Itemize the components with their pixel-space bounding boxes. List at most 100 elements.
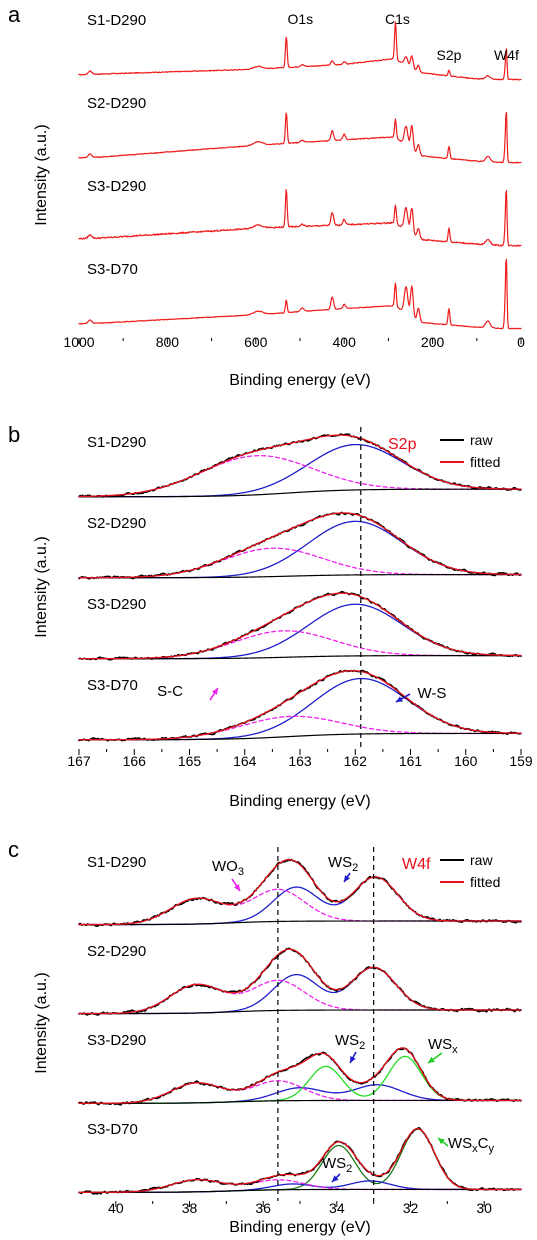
panel-a-peak-label: W4f — [494, 47, 519, 63]
panel-c-sample-label: S1-D290 — [87, 854, 146, 871]
panel-c-annotation-wsxcy-main2: C — [478, 1135, 489, 1152]
panel-c-label: c — [8, 837, 19, 862]
panel-c-arrow-ws2-bottom-head — [332, 1175, 339, 1182]
panel-c-annotation-wsxcy: WSxCy — [448, 1135, 495, 1155]
panel-c-annotation-ws2-top-subscript: 2 — [352, 862, 358, 874]
panel-b-xtick-label: 159 — [509, 753, 533, 769]
panel-a-xtick-label: 600 — [244, 334, 268, 350]
panel-a-label: a — [8, 2, 21, 27]
panel-c-xtick-label: 30 — [476, 1200, 492, 1216]
panel-c-sample-label: S3-D70 — [87, 1121, 138, 1138]
panel-c-arrow-wsx-head — [428, 1056, 435, 1063]
panel-b-arrow-w-s-head — [396, 696, 403, 702]
panel-a-survey-line-s3-d290 — [78, 189, 522, 247]
panel-c-xlabel: Binding energy (eV) — [229, 1219, 370, 1236]
panel-b-xtick-label: 166 — [123, 753, 147, 769]
panel-c-raw-line — [78, 1047, 522, 1106]
panel-b-annotation-s-c: S-C — [157, 683, 183, 700]
panel-b-xtick-label: 165 — [178, 753, 202, 769]
panel-c-annotation-wsx-main: WS — [428, 1036, 452, 1053]
panel-a-sample-label: S1-D290 — [87, 12, 146, 29]
panel-c-fitted-line — [78, 1127, 522, 1193]
panel-c-component-ws2 — [78, 966, 522, 1015]
panel-c-arrow-ws2-mid-head — [350, 1056, 356, 1063]
panel-b-sample-label: S3-D70 — [87, 677, 138, 694]
panel-b-sample-label: S2-D290 — [87, 515, 146, 532]
panel-c-annotation-wo3: WO3 — [212, 858, 244, 878]
panel-c-arrow-wsxcy-head — [438, 1138, 445, 1145]
panel-b-xtick-label: 167 — [67, 753, 91, 769]
panel-a-xtick-label: 1000 — [63, 334, 94, 350]
panel-b-xtick-label: 164 — [233, 753, 257, 769]
panel-a-sample-label: S3-D290 — [87, 178, 146, 195]
panel-b-xtick-label: 163 — [288, 753, 312, 769]
panel-a-xtick-label: 800 — [156, 334, 180, 350]
panel-b-fitted-line — [78, 434, 522, 498]
panel-c-component-wo3 — [78, 888, 522, 926]
panel-b-component-s-c — [78, 547, 522, 579]
panel-c-component-ws2 — [78, 876, 522, 926]
panel-c-xtick-label: 32 — [403, 1200, 419, 1216]
panel-c-annotation-wsxcy-subscript: x — [472, 1143, 478, 1155]
panel-b-arrow-s-c-head — [211, 688, 218, 695]
panel-a-peak-label: C1s — [385, 11, 410, 27]
panel-b-component-s-c — [78, 630, 522, 660]
panel-b-title: S2p — [388, 436, 417, 453]
panel-c-background-line — [78, 1099, 522, 1104]
panel-a-ylabel: Intensity (a.u.) — [33, 124, 50, 225]
panel-a-peak-label: O1s — [287, 11, 313, 27]
panel-b-fitted-line — [78, 592, 522, 660]
panel-b-fitted-line — [78, 512, 522, 579]
panel-a-sample-label: S3-D70 — [87, 261, 138, 278]
panel-b-xtick-label: 161 — [399, 753, 423, 769]
panel-c-fitted-line — [78, 858, 522, 926]
panel-c-title: W4f — [402, 856, 431, 873]
panel-c-annotation-wsx-subscript: x — [452, 1044, 458, 1056]
panel-c-annotation-wo3-subscript: 3 — [238, 866, 244, 878]
panel-a-xlabel: Binding energy (eV) — [229, 372, 370, 389]
panel-a-xtick-label: 200 — [421, 334, 445, 350]
panel-b-legend-raw-label: raw — [470, 432, 493, 448]
panel-c-fitted-line — [78, 948, 522, 1015]
panel-b-xtick-label: 162 — [344, 753, 368, 769]
panel-c-xtick-label: 36 — [255, 1200, 271, 1216]
panel-c-annotation-ws2-bottom-subscript: 2 — [346, 1163, 352, 1175]
panel-c-arrow-wo3-head — [233, 884, 240, 891]
panel-b-sample-label: S3-D290 — [87, 596, 146, 613]
panel-c-ylabel: Intensity (a.u.) — [33, 972, 50, 1073]
panel-a-xtick-label: 0 — [517, 334, 525, 350]
panel-b-background-line — [78, 573, 522, 579]
panel-a-survey-line-s2-d290 — [78, 111, 522, 164]
panel-c-annotation-ws2-bottom: WS2 — [322, 1155, 352, 1175]
panel-b-xtick-label: 160 — [454, 753, 478, 769]
panel-a-xtick-label: 400 — [333, 334, 357, 350]
panel-c-annotation-wsx: WSx — [428, 1036, 458, 1056]
panel-b-ylabel: Intensity (a.u.) — [33, 536, 50, 637]
panel-b-xlabel: Binding energy (eV) — [229, 793, 370, 810]
panel-a-sample-label: S2-D290 — [87, 95, 146, 112]
panel-c-xtick-label: 40 — [108, 1200, 124, 1216]
panel-c-legend-raw-label: raw — [470, 852, 493, 868]
panel-c-annotation-ws2-top-main: WS — [328, 854, 352, 871]
panel-c-annotation-ws2-mid-subscript: 2 — [359, 1040, 365, 1052]
panel-c-annotation-wsxcy-subscript2: y — [489, 1143, 495, 1155]
panel-c-legend-fitted-label: fitted — [470, 874, 500, 890]
panel-b-raw-line — [78, 669, 522, 742]
panel-c-sample-label: S2-D290 — [87, 943, 146, 960]
panel-b-background-line — [78, 488, 522, 498]
panel-c-background-line — [78, 1188, 522, 1193]
panel-c-annotation-ws2-mid-main: WS — [335, 1032, 359, 1049]
panel-c-annotation-ws2-top: WS2 — [328, 854, 358, 874]
panel-c-fitted-line — [78, 1047, 522, 1104]
panel-a-survey-line-s1-d290 — [78, 21, 522, 81]
panel-c-xtick-label: 34 — [329, 1200, 345, 1216]
panel-c-annotation-ws2-bottom-main: WS — [322, 1155, 346, 1172]
panel-b-raw-line — [78, 590, 522, 661]
panel-c-xtick-label: 38 — [182, 1200, 198, 1216]
panel-c-arrow-ws2-top-head — [344, 875, 351, 882]
panel-b-annotation-w-s: W-S — [418, 685, 447, 702]
panel-b-fitted-line — [78, 669, 522, 741]
panel-c-annotation-wsxcy-main: WS — [448, 1135, 472, 1152]
panel-b-label: b — [8, 422, 20, 447]
